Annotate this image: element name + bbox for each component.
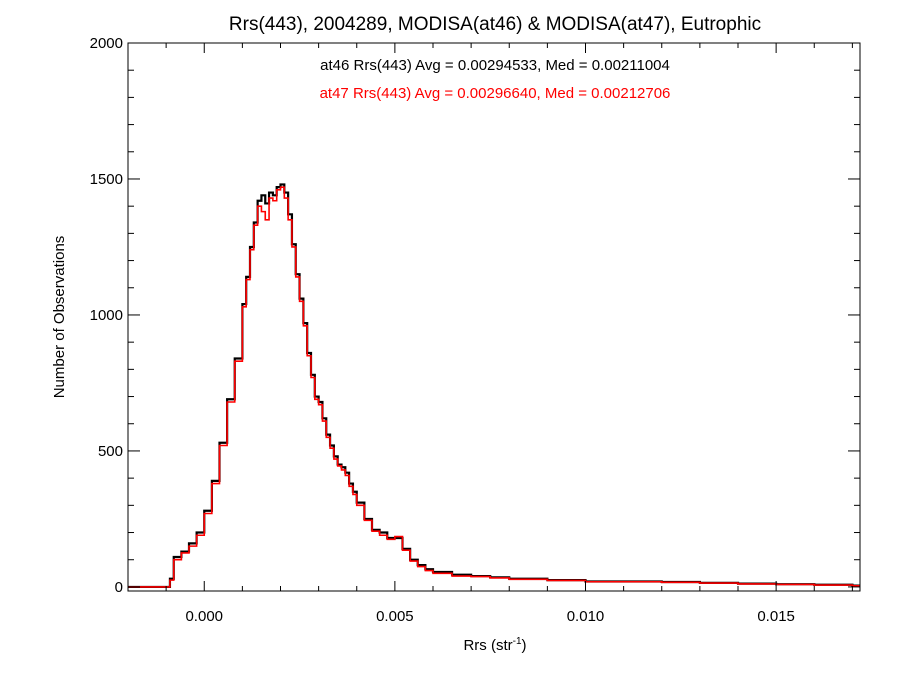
x-axis-label: Rrs (str-1) bbox=[463, 636, 526, 654]
x-tick-label: 0.005 bbox=[376, 608, 414, 625]
axis-ticks: 0.000 0.005 0.010 0.015 0 500 1000 1500 2000 bbox=[90, 35, 860, 625]
plot-area bbox=[128, 183, 860, 589]
x-tick-label: 0.015 bbox=[757, 608, 795, 625]
series-at47-line bbox=[128, 186, 860, 588]
y-tick-label: 500 bbox=[98, 443, 123, 460]
annotation-at46: at46 Rrs(443) Avg = 0.00294533, Med = 0.… bbox=[320, 57, 670, 74]
x-tick-label: 0.010 bbox=[567, 608, 605, 625]
y-tick-label: 0 bbox=[115, 579, 123, 596]
annotation-at47: at47 Rrs(443) Avg = 0.00296640, Med = 0.… bbox=[320, 85, 671, 102]
series-at46-line bbox=[128, 183, 860, 589]
x-tick-label: 0.000 bbox=[185, 608, 223, 625]
y-tick-label: 1500 bbox=[90, 171, 123, 188]
plot-frame bbox=[127, 42, 861, 592]
y-tick-label: 1000 bbox=[90, 307, 123, 324]
y-axis-label: Number of Observations bbox=[51, 236, 68, 399]
chart-title: Rrs(443), 2004289, MODISA(at46) & MODISA… bbox=[229, 14, 761, 35]
y-tick-label: 2000 bbox=[90, 35, 123, 52]
